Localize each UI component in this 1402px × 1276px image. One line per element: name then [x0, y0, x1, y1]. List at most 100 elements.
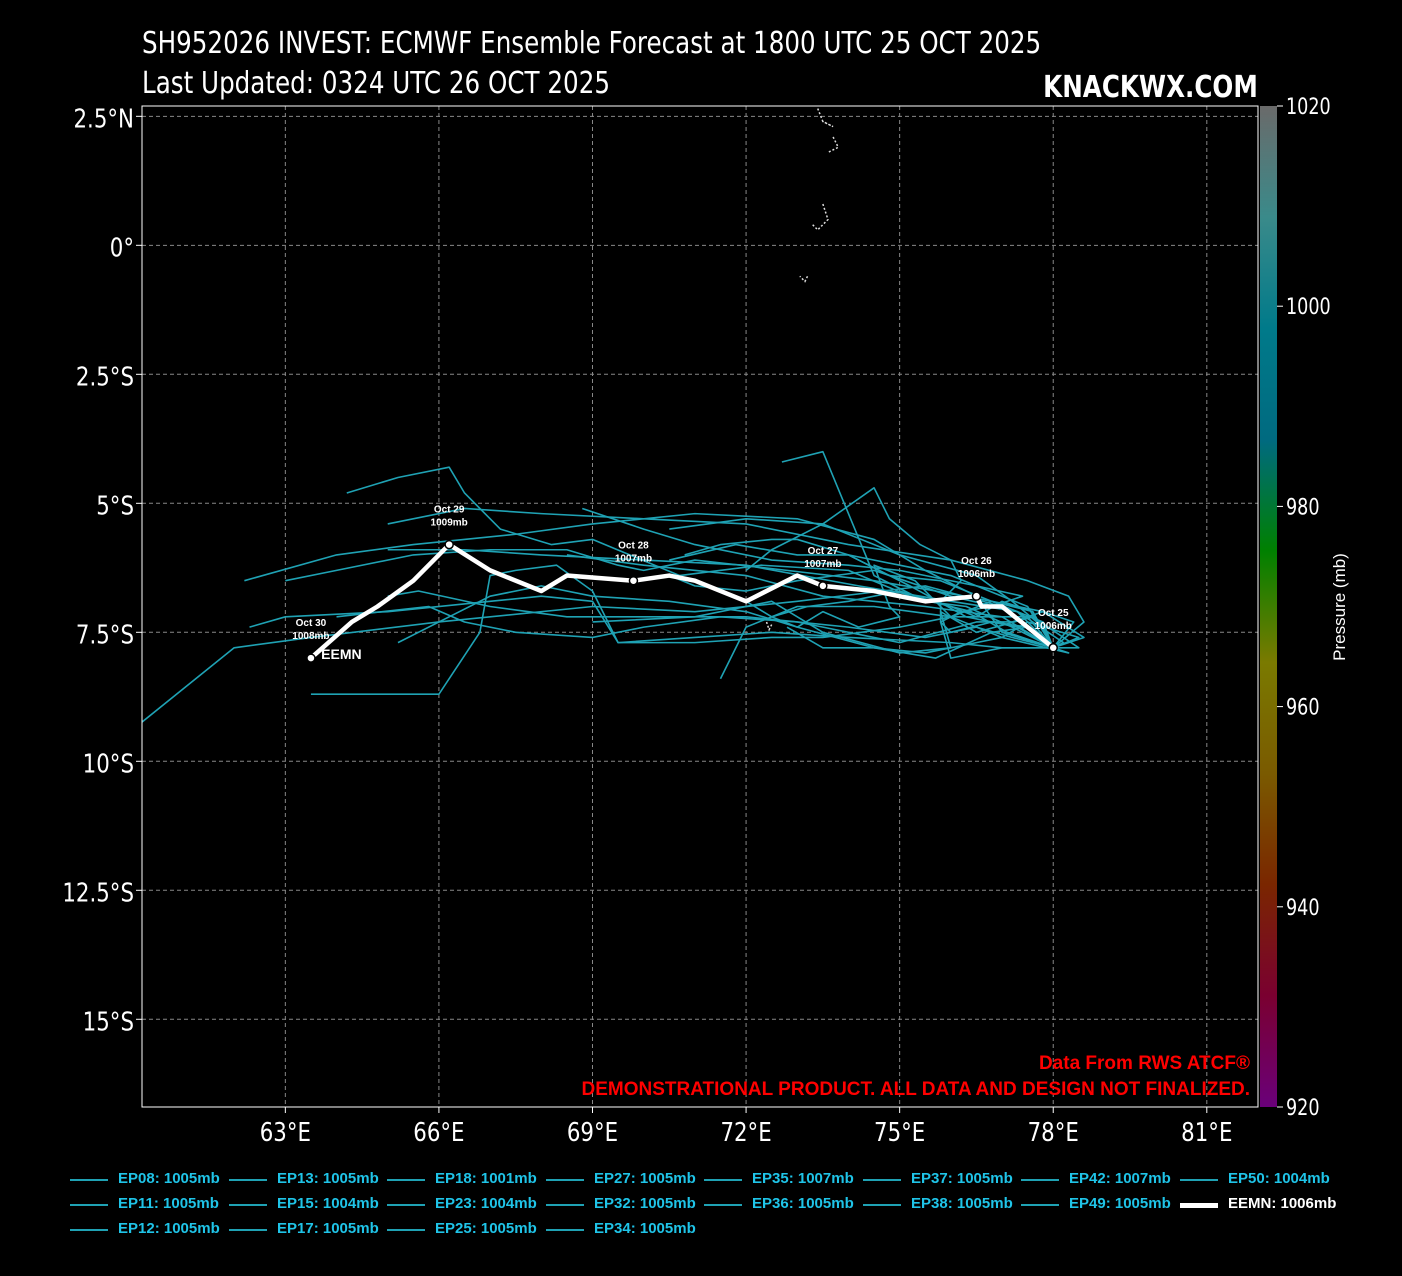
legend-swatch — [229, 1179, 267, 1181]
colorbar-gradient — [1260, 106, 1277, 1107]
ensemble-member-track — [387, 507, 1085, 649]
lat-tick-label: 15°S — [83, 1006, 134, 1037]
mean-track-point — [971, 591, 982, 601]
legend-swatch — [546, 1229, 584, 1231]
lon-tick-label: 72°E — [720, 1117, 771, 1148]
colorbar-tick-label: 920 — [1286, 1095, 1320, 1120]
data-source-note: Data From RWS ATCF® — [1039, 1053, 1250, 1074]
graticule — [142, 106, 1258, 1107]
colorbar-tick-label: 960 — [1286, 695, 1320, 720]
mean-track-point — [1048, 643, 1058, 653]
legend-label: EP23: 1004mb — [435, 1195, 537, 1212]
mean-track-point — [306, 653, 316, 663]
legend-swatch — [704, 1179, 742, 1181]
colorbar-tick-label: 1020 — [1286, 94, 1331, 119]
legend-swatch — [704, 1204, 742, 1206]
point-date-label: Oct 25 — [1038, 608, 1069, 619]
legend-swatch — [1021, 1179, 1059, 1181]
legend-label: EP13: 1005mb — [277, 1170, 379, 1187]
legend-swatch — [387, 1179, 425, 1181]
legend-label: EP37: 1005mb — [911, 1170, 1013, 1187]
last-updated: Last Updated: 0324 UTC 26 OCT 2025 — [142, 66, 611, 101]
atoll-outline — [765, 621, 773, 632]
point-date-label: Oct 26 — [961, 556, 992, 567]
legend-label: EP15: 1004mb — [277, 1195, 379, 1212]
lon-tick-label: 75°E — [874, 1117, 925, 1148]
brand-logo-text: KNACKWX.COM — [1043, 70, 1258, 105]
lat-tick-label: 2.5°N — [73, 103, 134, 134]
islands — [765, 108, 840, 632]
lat-tick-label: 7.5°S — [76, 619, 134, 650]
lon-tick-label: 66°E — [413, 1117, 464, 1148]
legend-label: EP38: 1005mb — [911, 1195, 1013, 1212]
point-date-label: Oct 30 — [296, 618, 327, 629]
ensemble-member-track — [336, 605, 1085, 649]
colorbar-label: Pressure (mb) — [1330, 553, 1349, 661]
point-pressure-label: 1007mb — [615, 554, 652, 565]
latitude-axis: 2.5°N 0° 2.5°S 5°S 7.5°S 10°S 12.5°S 15°S — [62, 103, 142, 1037]
ensemble-member-track — [786, 621, 1080, 654]
legend-label: EP12: 1005mb — [118, 1220, 220, 1237]
colorbar-tick-label: 980 — [1286, 495, 1320, 520]
legend-label: EP35: 1007mb — [752, 1170, 854, 1187]
lat-tick-label: 10°S — [83, 748, 134, 779]
ensemble-tracks — [142, 450, 1085, 724]
legend-label: EEMN: 1006mb — [1228, 1195, 1337, 1212]
legend-label: EP36: 1005mb — [752, 1195, 854, 1212]
legend-swatch — [387, 1229, 425, 1231]
atoll-outline — [812, 203, 829, 231]
legend-swatch — [1021, 1204, 1059, 1206]
point-date-label: Oct 27 — [808, 546, 839, 557]
ensemble-member-track — [719, 605, 1054, 680]
point-date-label: Oct 29 — [434, 505, 465, 516]
point-pressure-label: 1007mb — [804, 559, 841, 570]
legend-swatch — [1180, 1203, 1218, 1208]
legend-swatch — [70, 1204, 108, 1206]
legend-label: EP08: 1005mb — [118, 1170, 220, 1187]
point-pressure-label: 1009mb — [431, 518, 468, 529]
ensemble-member-track — [745, 487, 1054, 659]
colorbar-tick-label: 940 — [1286, 895, 1320, 920]
mean-track-point — [444, 539, 454, 550]
atoll-outline — [817, 108, 834, 128]
point-pressure-label: 1008mb — [292, 631, 329, 642]
legend-swatch — [863, 1204, 901, 1206]
chart-title: SH952026 INVEST: ECMWF Ensemble Forecast… — [142, 26, 1042, 61]
lon-tick-label: 78°E — [1028, 1117, 1079, 1148]
legend-label: EP32: 1005mb — [594, 1195, 696, 1212]
legend-label: EP49: 1005mb — [1069, 1195, 1171, 1212]
lon-tick-label: 81°E — [1181, 1117, 1232, 1148]
atoll-outline — [827, 136, 840, 154]
legend-swatch — [229, 1229, 267, 1231]
legend-label: EP50: 1004mb — [1228, 1170, 1330, 1187]
point-date-label: Oct 28 — [618, 541, 649, 552]
point-pressure-label: 1006mb — [1035, 621, 1072, 632]
legend-label: EP42: 1007mb — [1069, 1170, 1171, 1187]
ensemble-member-track — [310, 564, 1054, 696]
lat-tick-label: 5°S — [96, 490, 134, 521]
longitude-axis: 63°E 66°E 69°E 72°E 75°E 78°E 81°E — [260, 1107, 1232, 1148]
legend-swatch — [863, 1179, 901, 1181]
legend-label: EP11: 1005mb — [118, 1195, 219, 1212]
mean-track-label: EEMN — [321, 646, 361, 662]
legend-swatch — [546, 1204, 584, 1206]
legend-label: EP27: 1005mb — [594, 1170, 696, 1187]
mean-track-point — [818, 581, 828, 591]
atoll-outline — [799, 275, 809, 283]
lat-tick-label: 2.5°S — [76, 361, 134, 392]
pressure-colorbar: 1020 1000 980 960 940 920 — [1260, 94, 1331, 1121]
ensemble-mean-track: Oct 25 1006mb Oct 26 1006mb Oct 27 1007mb Oct … — [292, 505, 1072, 663]
ensemble-member-track — [848, 554, 1054, 649]
legend-label: EP34: 1005mb — [594, 1220, 696, 1237]
colorbar-tick-label: 1000 — [1286, 294, 1331, 319]
mean-track-line — [308, 542, 1056, 661]
lat-tick-label: 0° — [110, 232, 134, 263]
ensemble-member-track — [669, 517, 1054, 649]
demo-disclaimer: DEMONSTRATIONAL PRODUCT. ALL DATA AND DE… — [582, 1079, 1251, 1100]
point-pressure-label: 1006mb — [958, 569, 995, 580]
mean-track-point — [628, 575, 639, 586]
legend-swatch — [387, 1204, 425, 1206]
legend-label: EP18: 1001mb — [435, 1170, 537, 1187]
lat-tick-label: 12.5°S — [62, 877, 134, 908]
